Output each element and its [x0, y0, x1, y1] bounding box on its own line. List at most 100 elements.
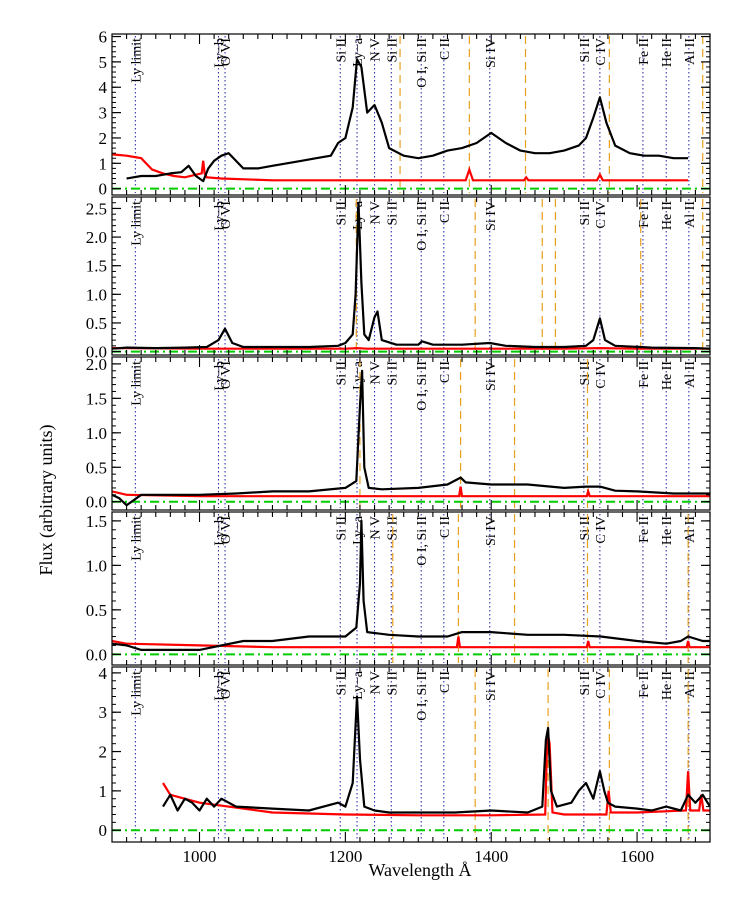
y-tick-label: 1.5	[86, 389, 107, 408]
y-tick-label: 3	[99, 104, 108, 123]
line-label: Si II	[578, 671, 593, 696]
line-label: C IV	[594, 516, 609, 544]
y-tick-label: 0.5	[86, 314, 107, 333]
x-tick-label: 1600	[620, 847, 654, 866]
line-label: O I, Si II	[415, 516, 430, 566]
line-label: N V	[369, 516, 384, 539]
line-label: N V	[369, 671, 384, 694]
line-label: O I, Si II	[415, 38, 430, 88]
line-label: Al II	[683, 38, 698, 65]
panel-1: Ly limit Ly−bO VI Si II Ly−a N V Si II O I, Si…	[99, 28, 711, 199]
line-label: C IV	[594, 201, 609, 229]
line-label: Si II	[385, 671, 400, 696]
panel-frame	[111, 196, 711, 356]
line-label: Si IV	[484, 38, 499, 68]
error-curve	[162, 731, 710, 817]
line-label: Ly limit	[129, 361, 144, 406]
x-axis-title: Wavelength Å	[368, 860, 471, 880]
y-tick-label: 0	[99, 821, 108, 840]
line-label: He II	[660, 516, 675, 545]
y-tick-label: 1	[99, 782, 108, 801]
line-label: Fe II	[637, 38, 652, 65]
y-tick-label: 0.0	[86, 343, 107, 362]
line-label: Fe II	[637, 671, 652, 698]
line-label: C II	[438, 671, 453, 694]
line-label: Si IV	[484, 671, 499, 701]
line-label: Ly−b	[212, 201, 227, 231]
line-label: O I, Si II	[415, 671, 430, 721]
line-label: Ly−b	[212, 671, 227, 701]
line-label: Si II	[385, 361, 400, 386]
line-label: Fe II	[637, 361, 652, 388]
line-label: N V	[369, 201, 384, 224]
line-label: Ly limit	[129, 516, 144, 561]
y-tick-label: 1.0	[86, 285, 107, 304]
line-label: Si II	[334, 361, 349, 386]
line-label: Si II	[578, 38, 593, 63]
y-tick-label: 1.0	[86, 424, 107, 443]
line-label: C IV	[594, 361, 609, 389]
line-label: Ly−a	[351, 37, 366, 67]
line-label: He II	[660, 361, 675, 390]
x-tick-label: 1400	[474, 847, 508, 866]
x-tick-label: 1200	[328, 847, 362, 866]
line-label: Ly−b	[212, 516, 227, 546]
spectrum-curve	[112, 201, 710, 350]
y-tick-label: 2.0	[86, 228, 107, 247]
y-tick-label: 1.5	[86, 257, 107, 276]
spectrum-curve	[126, 58, 689, 183]
line-label: Si II	[578, 201, 593, 226]
line-label: Ly−a	[351, 360, 366, 390]
y-tick-label: 0.0	[86, 493, 107, 512]
line-label: Ly limit	[129, 671, 144, 716]
line-label: Si IV	[484, 361, 499, 391]
line-label: O VI	[219, 38, 234, 66]
line-label: O I, Si II	[415, 361, 430, 411]
panel-frame	[111, 666, 711, 843]
line-label: C IV	[594, 671, 609, 699]
panel-4: Ly limit Ly−bO VI Si II Ly−a N V Si II O I, Si…	[86, 511, 711, 666]
y-tick-label: 0.5	[86, 458, 107, 477]
y-tick-label: 5	[99, 53, 108, 72]
y-tick-label: 4	[99, 78, 108, 97]
line-label: Al II	[683, 201, 698, 228]
y-tick-label: 0	[99, 180, 108, 199]
error-curve	[112, 486, 710, 498]
line-label: Si II	[334, 671, 349, 696]
line-label: N V	[369, 361, 384, 384]
y-tick-label: 6	[99, 28, 108, 47]
error-curve	[112, 636, 710, 649]
line-label: C II	[438, 516, 453, 539]
line-label: C II	[438, 361, 453, 384]
spectrum-curve	[112, 519, 710, 651]
line-label: O I, Si II	[415, 201, 430, 251]
line-label: Al II	[683, 361, 698, 388]
y-tick-label: 1	[99, 154, 108, 173]
line-label: O VI	[219, 671, 234, 699]
line-label: Fe II	[637, 201, 652, 228]
line-label: C II	[438, 201, 453, 224]
y-tick-label: 3	[99, 703, 108, 722]
y-tick-label: 0.0	[86, 645, 107, 664]
spectrum-curve	[162, 695, 710, 814]
line-label: He II	[660, 38, 675, 67]
line-label: Al II	[683, 516, 698, 543]
y-tick-label: 1.5	[86, 512, 107, 531]
line-label: Ly limit	[129, 201, 144, 246]
line-label: Si II	[334, 38, 349, 63]
line-label: Si II	[385, 201, 400, 226]
line-label: Si II	[334, 516, 349, 541]
panel-2: Ly limit Ly−bO VI Si II Ly−a N V Si II O I, Si…	[86, 196, 711, 362]
line-label: Si IV	[484, 516, 499, 546]
line-label: Fe II	[637, 516, 652, 543]
line-label: Si II	[578, 516, 593, 541]
line-label: C II	[438, 38, 453, 61]
error-curve	[112, 346, 710, 350]
y-tick-label: 2.0	[86, 355, 107, 374]
line-label: O VI	[219, 361, 234, 389]
line-label: Ly−a	[351, 670, 366, 700]
line-label: Al II	[683, 671, 698, 698]
line-label: O VI	[219, 201, 234, 229]
line-label: He II	[660, 201, 675, 230]
